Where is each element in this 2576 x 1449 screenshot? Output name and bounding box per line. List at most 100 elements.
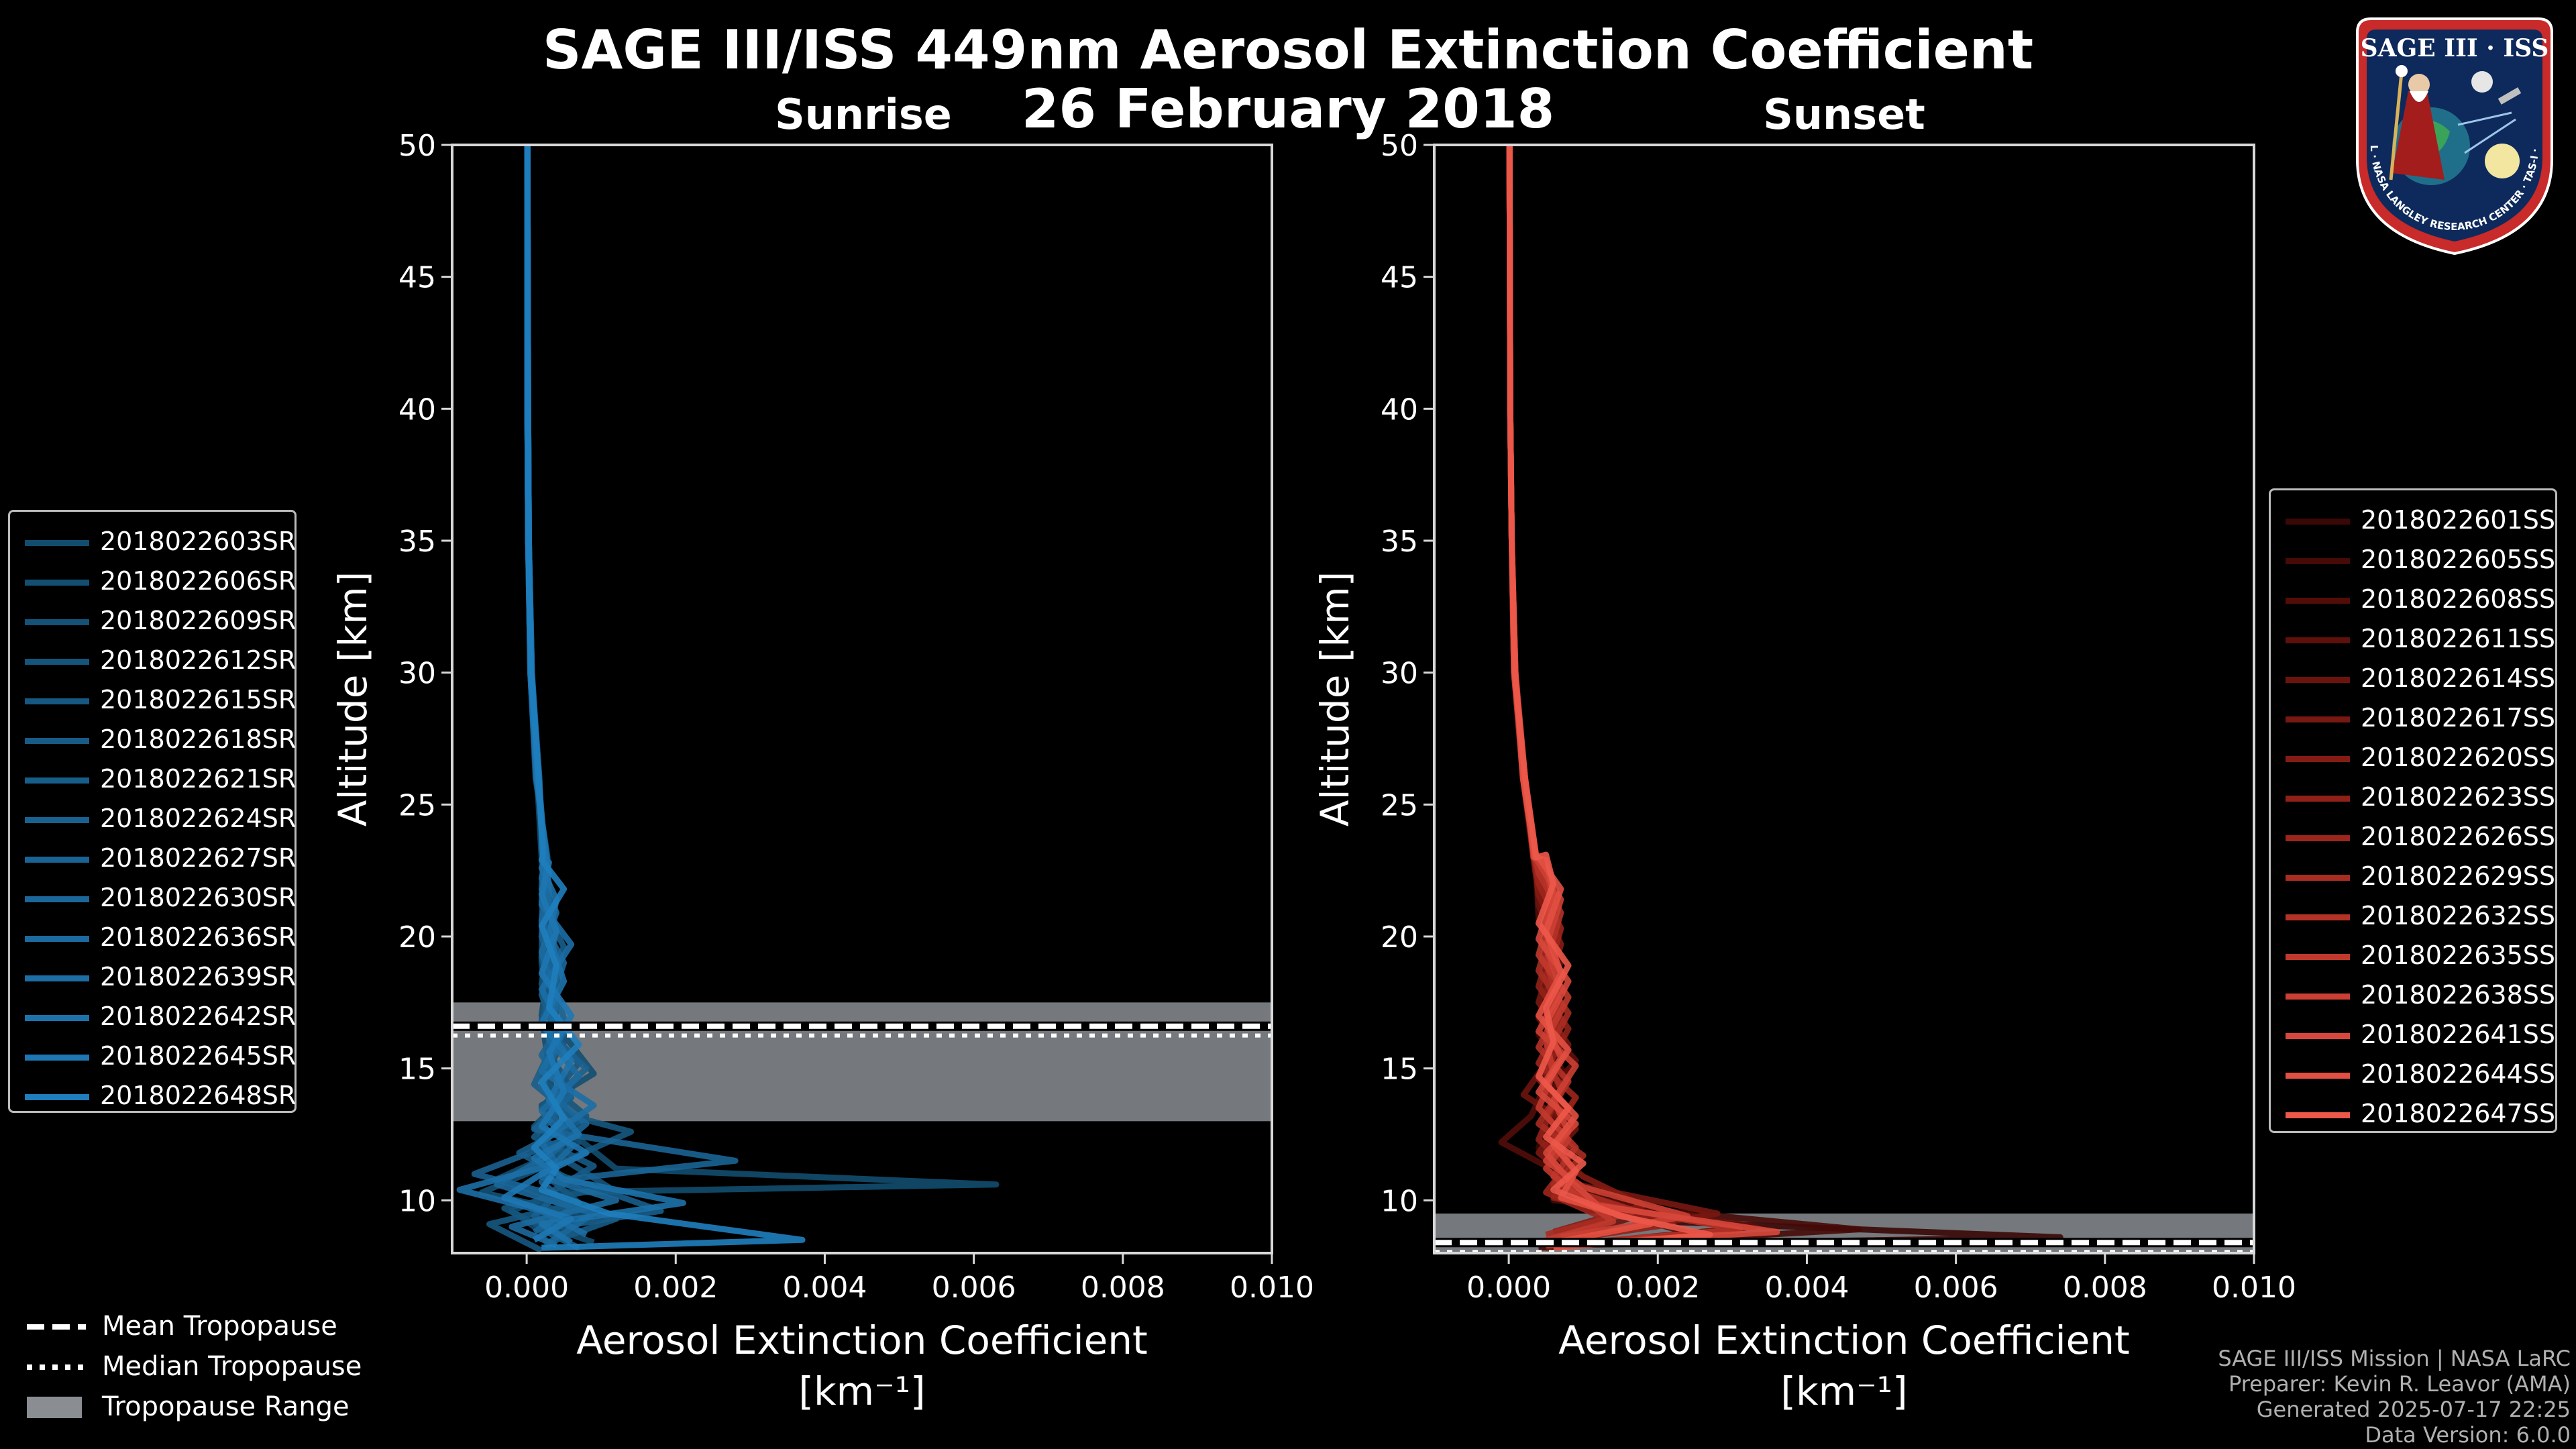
sunset-xtick-label: 0.002 [1615, 1271, 1700, 1305]
sunset-legend-label: 2018022617SS [2361, 703, 2556, 733]
sunset-legend-entry: 2018022617SS [2271, 699, 2555, 738]
sunset-xtick-label: 0.000 [1466, 1271, 1551, 1305]
sunrise-legend-swatch [25, 738, 89, 744]
sunrise-legend-swatch [25, 1015, 89, 1021]
sunset-legend-swatch [2286, 835, 2350, 841]
sunset-legend-label: 2018022641SS [2361, 1020, 2556, 1049]
sunset-axes-frame [1433, 144, 2255, 1254]
sunrise-legend-label: 2018022618SR [100, 724, 297, 754]
sunset-legend-entry: 2018022626SS [2271, 818, 2555, 857]
sunset-legend-entry: 2018022601SS [2271, 501, 2555, 540]
sunrise-legend-label: 2018022630SR [100, 883, 297, 912]
sunrise-legend-entry: 2018022648SR [10, 1077, 297, 1116]
sunset-panel-title: Sunset [1763, 90, 1925, 139]
sunrise-legend-entry: 2018022621SR [10, 760, 296, 799]
sunset-legend-label: 2018022611SS [2361, 624, 2556, 653]
sunset-legend-entry: 2018022620SS [2271, 739, 2555, 777]
sunrise-legend-label: 2018022624SR [100, 804, 297, 833]
sunrise-legend-entry: 2018022639SR [10, 958, 296, 997]
sunrise-xtick-label: 0.010 [1230, 1271, 1314, 1305]
sunset-ytick-label: 15 [1381, 1053, 1418, 1087]
dotted-line-swatch [27, 1364, 86, 1370]
sunset-legend-label: 2018022608SS [2361, 584, 2556, 614]
credit-version: Data Version: 6.0.0 [2365, 1422, 2571, 1448]
sunrise-legend-entry: 2018022618SR [10, 720, 297, 759]
sunset-legend-label: 2018022623SS [2361, 782, 2556, 812]
sunrise-ytick-label: 25 [398, 788, 436, 822]
figure-date: 26 February 2018 [1021, 78, 1555, 140]
sunset-legend-swatch [2286, 875, 2350, 881]
sunrise-legend-label: 2018022648SR [100, 1081, 297, 1110]
sunrise-legend-swatch [25, 1055, 89, 1061]
sunset-legend-label: 2018022635SS [2361, 941, 2556, 970]
credit-generated: Generated 2025-07-17 22:25 [2256, 1397, 2571, 1422]
sunrise-legend-label: 2018022615SR [100, 685, 297, 714]
figure-title: SAGE III/ISS 449nm Aerosol Extinction Co… [542, 19, 2034, 81]
sunrise-ytick-label: 15 [398, 1053, 436, 1087]
sunrise-ytick-label: 40 [398, 392, 436, 427]
sunset-legend-entry: 2018022605SS [2271, 541, 2555, 580]
mean-tropopause-legend-entry: Mean Tropopause [20, 1308, 396, 1347]
sunset-ytick-label: 45 [1381, 261, 1418, 295]
sunrise-ytick-label: 35 [398, 525, 436, 559]
sunset-ytick-label: 40 [1381, 392, 1418, 427]
sunrise-xtick-label: 0.004 [782, 1271, 867, 1305]
sage-iii-iss-mission-logo: SAGE III · ISS BALL · NASA LANGLEY RESEA… [2344, 12, 2553, 256]
sunset-legend-swatch [2286, 1073, 2350, 1079]
sunset-xaxis-label: Aerosol Extinction Coefficient [1558, 1318, 2130, 1363]
sunset-legend-label: 2018022620SS [2361, 743, 2556, 772]
sunset-legend-swatch [2286, 914, 2350, 920]
sunset-ytick-label: 10 [1381, 1184, 1418, 1218]
sunset-legend-swatch [2286, 558, 2350, 564]
sunrise-ytick-label: 20 [398, 920, 436, 955]
sunrise-legend-label: 2018022636SR [100, 922, 297, 952]
sunrise-ytick-label: 10 [398, 1184, 436, 1218]
sunset-legend-swatch [2286, 1033, 2350, 1039]
sunset-legend-swatch [2286, 677, 2350, 683]
sunrise-xaxis-label: Aerosol Extinction Coefficient [576, 1318, 1148, 1363]
sunset-legend-entry: 2018022644SS [2271, 1055, 2555, 1094]
sunrise-legend-entry: 2018022627SR [10, 839, 296, 878]
sunset-legend-entry: 2018022611SS [2271, 620, 2555, 659]
sunset-legend-entry: 2018022632SS [2271, 897, 2555, 936]
sunrise-xtick-label: 0.008 [1081, 1271, 1165, 1305]
sunset-profiles [1498, 145, 2063, 1251]
sunrise-legend-entry: 2018022630SR [10, 879, 297, 918]
tropopause-range-swatch [27, 1397, 82, 1418]
sunset-xaxis-unit: [km⁻¹] [1780, 1368, 1907, 1414]
sunrise-legend-swatch [25, 580, 89, 586]
sunrise-legend-label: 2018022606SR [100, 566, 297, 596]
sunrise-legend-label: 2018022642SR [100, 1002, 297, 1031]
sunset-profile-2018022644SS [1506, 145, 1654, 1246]
sunset-legend-label: 2018022632SS [2361, 901, 2556, 930]
sunrise-legend-swatch [25, 540, 89, 546]
sunset-legend-swatch [2286, 716, 2350, 722]
sunset-legend-swatch [2286, 994, 2350, 1000]
sunset-xtick-label: 0.010 [2212, 1271, 2296, 1305]
sunrise-legend-swatch [25, 1094, 89, 1100]
credits: SAGE III/ISS Mission | NASA LaRC Prepare… [2218, 1346, 2571, 1448]
sunrise-legend-entry: 2018022624SR [10, 800, 297, 839]
sunrise-legend-swatch [25, 698, 89, 704]
sunset-legend-entry: 2018022647SS [2271, 1095, 2555, 1134]
sunrise-legend-swatch [25, 777, 89, 784]
sunset-legend-entry: 2018022608SS [2271, 580, 2555, 619]
sunrise-legend-entry: 2018022615SR [10, 681, 297, 720]
median-tropopause-legend-entry: Median Tropopause [20, 1348, 396, 1387]
sunrise-legend-swatch [25, 619, 89, 625]
sunset-legend-swatch [2286, 1112, 2350, 1118]
sunset-xtick-label: 0.006 [1914, 1271, 1998, 1305]
sunrise-legend-entry: 2018022612SR [10, 641, 296, 680]
sunrise-legend-swatch [25, 896, 89, 902]
sunrise-legend: 2018022603SR 2018022606SR 2018022609SR 2018… [8, 510, 297, 1113]
sunrise-legend-label: 2018022645SR [100, 1041, 297, 1071]
sunrise-xtick-label: 0.002 [633, 1271, 718, 1305]
sunset-ytick-label: 35 [1381, 525, 1418, 559]
sunset-legend-entry: 2018022623SS [2271, 778, 2555, 817]
sunset-legend-swatch [2286, 756, 2350, 762]
sunrise-legend-label: 2018022609SR [100, 606, 297, 635]
sunset-profile-2018022647SS [1506, 145, 1713, 1251]
sunset-legend-label: 2018022647SS [2361, 1099, 2556, 1128]
sunset-legend-entry: 2018022635SS [2271, 936, 2555, 975]
sunset-legend-swatch [2286, 637, 2350, 643]
